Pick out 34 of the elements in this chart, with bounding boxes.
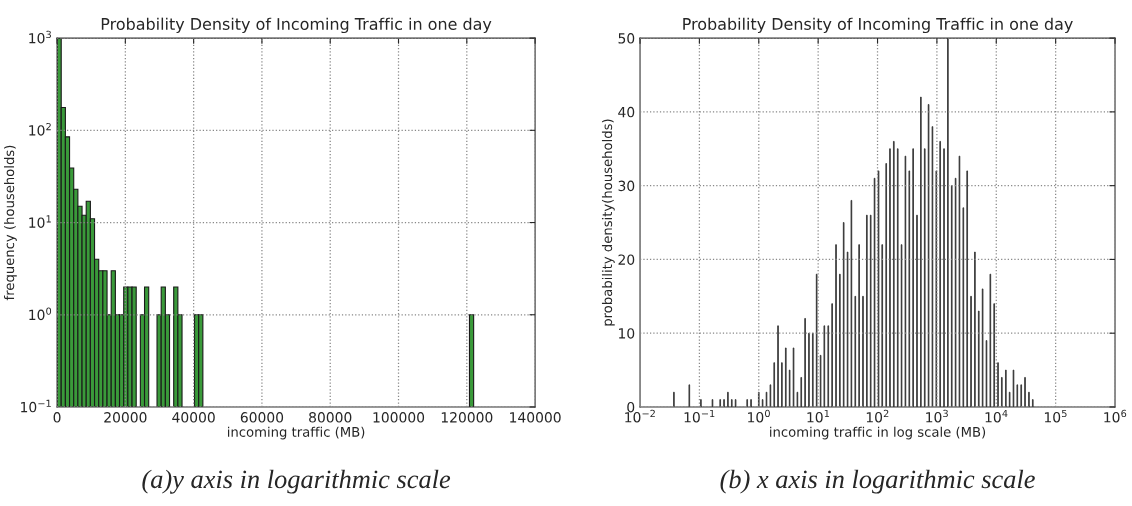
x-tick-label: 10$^{0}$ xyxy=(748,409,770,423)
y-tick-label: 10$^{1}$ xyxy=(29,215,51,228)
y-tick-label: 10$^{0}$ xyxy=(29,307,52,321)
y-axis-title: probability density(households) xyxy=(601,119,615,326)
x-tick-label: 140000 xyxy=(510,412,561,423)
y-tick-label: 10$^{−1}$ xyxy=(21,399,51,413)
x-tick-label: 10$^{3}$ xyxy=(926,409,948,423)
chart-title: Probability Density of Incoming Traffic in one day xyxy=(683,17,1073,34)
x-tick-label: 10$^{5}$ xyxy=(1044,409,1067,423)
text: (b) x axis in logarithmic scale xyxy=(720,469,1035,494)
y-axis-title: frequency (households) xyxy=(4,145,17,301)
x-tick-label: 100000 xyxy=(373,412,425,423)
x-tick-label: 10$^{2}$ xyxy=(866,409,889,423)
x-tick-label: 40000 xyxy=(172,412,215,423)
y-tick-label: 50 xyxy=(618,33,635,44)
x-tick-label: 10$^{6}$ xyxy=(1104,409,1127,423)
y-tick-label: 20 xyxy=(618,254,635,265)
x-tick-label: 120000 xyxy=(441,412,493,423)
x-tick-label: 10$^{4}$ xyxy=(985,409,1008,423)
x-tick-label: 80000 xyxy=(309,412,352,423)
x-tick-label: 60000 xyxy=(240,412,284,423)
y-tick-label: 40 xyxy=(618,106,635,118)
x-tick-label: 20000 xyxy=(104,412,147,423)
text: (a)y axis in logarithmic scale xyxy=(142,469,451,494)
x-tick-label: 0 xyxy=(53,412,61,423)
y-tick-label: 10$^{2}$ xyxy=(29,122,51,136)
y-tick-label: 10$^{3}$ xyxy=(29,30,51,44)
x-axis-title: incoming traffic (MB) xyxy=(228,426,365,440)
y-tick-label: 10 xyxy=(619,328,635,339)
x-tick-label: 10$^{1}$ xyxy=(807,409,830,423)
x-tick-label: 10$^{−1}$ xyxy=(684,409,715,423)
y-tick-label: 30 xyxy=(618,180,635,192)
x-axis-title: incoming traffic in log scale (MB) xyxy=(770,426,986,440)
chart-title: Probability Density of Incoming Traffic in one day xyxy=(101,17,492,34)
